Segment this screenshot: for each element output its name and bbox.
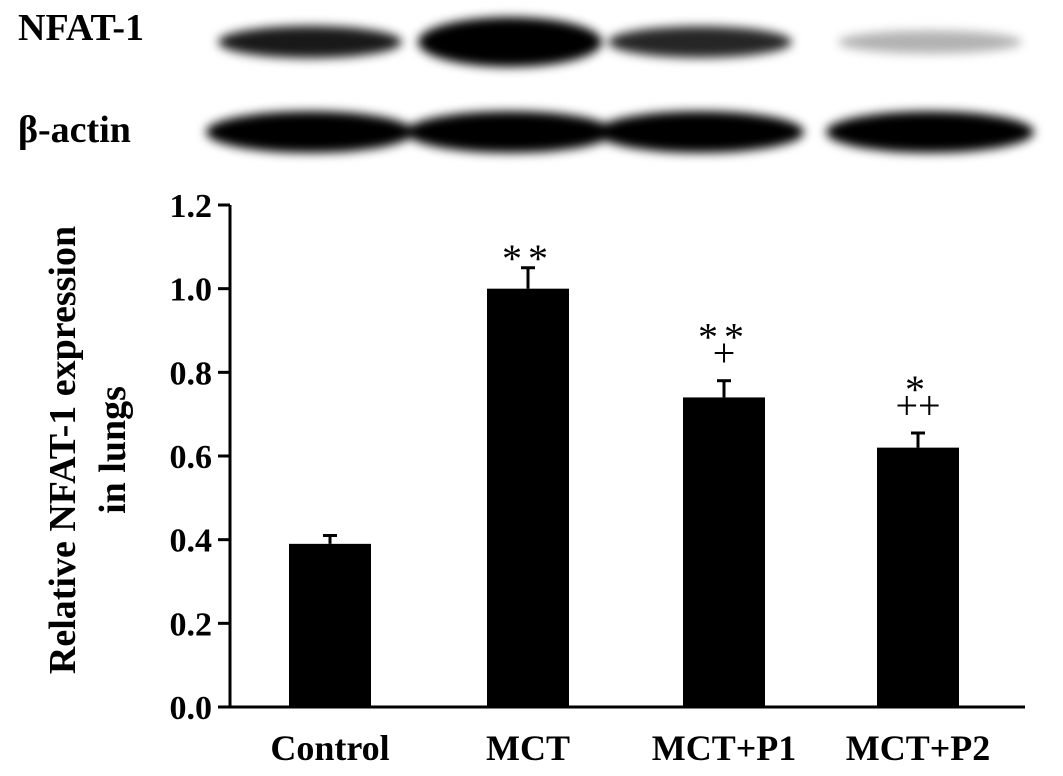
blot-band bbox=[418, 17, 602, 67]
y-tick-label: 1.2 bbox=[170, 188, 213, 225]
significance-annotations: **+**++* bbox=[502, 236, 941, 428]
y-tick-label: 0.6 bbox=[170, 439, 213, 476]
category-label: Control bbox=[270, 728, 389, 768]
blot-band bbox=[608, 26, 792, 58]
significance-stars: ** bbox=[698, 315, 750, 360]
bar bbox=[683, 397, 765, 707]
blot-band bbox=[826, 111, 1034, 153]
significance-stars: * bbox=[905, 367, 931, 412]
bar bbox=[487, 288, 569, 707]
category-label: MCT+P1 bbox=[652, 728, 797, 768]
y-tick-label: 1.0 bbox=[170, 272, 213, 309]
blot-row-label-nfat1: NFAT-1 bbox=[18, 7, 144, 49]
blot-band bbox=[218, 25, 402, 59]
y-axis-label-line2: in lungs bbox=[92, 386, 134, 514]
blot-band bbox=[206, 111, 414, 153]
bar bbox=[289, 543, 371, 707]
significance-plus: + bbox=[713, 331, 736, 376]
y-tick-label: 0.4 bbox=[170, 523, 213, 560]
category-labels: Control MCT MCT+P1 MCT+P2 bbox=[270, 728, 990, 768]
blot-row-label-actin: β-actin bbox=[18, 109, 131, 151]
y-axis-label-line1: Relative NFAT-1 expression bbox=[42, 226, 84, 674]
significance-stars: ** bbox=[502, 236, 554, 281]
blot-band bbox=[406, 111, 614, 153]
y-tick-label: 0.8 bbox=[170, 355, 213, 392]
blot-bands-nfat1 bbox=[218, 17, 1022, 67]
bar-chart: Relative NFAT-1 expression in lungs 0.00… bbox=[42, 188, 1025, 768]
category-label: MCT+P2 bbox=[846, 728, 991, 768]
blot-band bbox=[838, 30, 1022, 54]
blot-bands-actin bbox=[206, 111, 1034, 153]
significance-plus: ++ bbox=[895, 383, 940, 428]
y-tick-label: 0.0 bbox=[170, 690, 213, 727]
y-axis-ticks: 0.0 0.2 0.4 0.6 0.8 1.0 1.2 bbox=[170, 188, 230, 727]
western-blot: NFAT-1 β-actin bbox=[18, 7, 1034, 153]
bars bbox=[289, 266, 959, 707]
blot-band bbox=[596, 111, 804, 153]
category-label: MCT bbox=[486, 728, 570, 768]
y-tick-label: 0.2 bbox=[170, 606, 213, 643]
bar bbox=[877, 447, 959, 707]
